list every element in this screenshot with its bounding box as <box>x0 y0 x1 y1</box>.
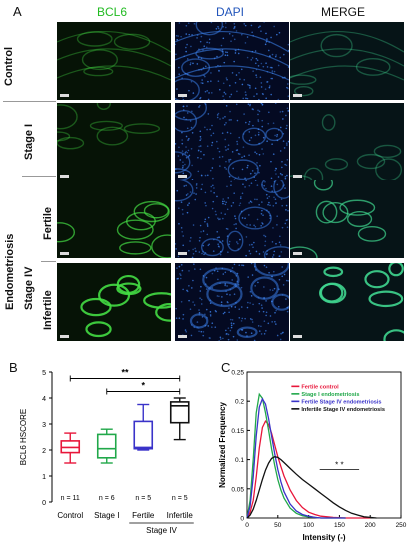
divider-fertile <box>41 261 56 262</box>
x-tick-label: 250 <box>396 522 407 529</box>
significance-label: * <box>141 381 145 391</box>
category-label: Infertile <box>167 511 194 520</box>
legend-entry: Infertile Stage IV endometriosis <box>301 407 385 413</box>
panel-a-letter: A <box>13 4 22 19</box>
scale-bar <box>293 94 302 97</box>
x-tick-label: 100 <box>303 522 314 529</box>
micrograph-infertile-bcl6 <box>57 263 171 341</box>
scale-bar <box>60 94 69 97</box>
x-tick-label: 150 <box>334 522 345 529</box>
micrograph-stage-i-bcl6 <box>57 103 171 181</box>
y-axis-label: Normalized Frequency <box>218 402 227 488</box>
row-label-fertile: Fertile <box>42 206 54 240</box>
category-label: Fertile <box>132 511 155 520</box>
scale-bar <box>178 94 187 97</box>
micrograph-fertile-bcl6 <box>57 180 171 258</box>
legend-entry: Fertile control <box>301 384 339 390</box>
y-tick-label: 0 <box>42 500 46 507</box>
box-iqr <box>169 401 190 424</box>
scale-bar <box>60 335 69 338</box>
scale-bar <box>293 252 302 255</box>
scale-bar <box>178 335 187 338</box>
n-label: n = 5 <box>172 495 188 502</box>
micrograph-fertile-dapi <box>175 180 289 258</box>
series-line-fertile-stage-iv-endometriosis <box>246 397 346 519</box>
n-label: n = 11 <box>61 495 80 502</box>
category-label: Control <box>57 511 83 520</box>
micrograph-infertile-dapi <box>175 263 289 341</box>
divider-control <box>3 101 56 102</box>
series-line-fertile-control <box>246 419 371 519</box>
scale-bar <box>178 175 187 178</box>
column-header-merge: MERGE <box>320 5 365 19</box>
divider-stage <box>22 176 56 177</box>
y-tick-label: 0.1 <box>235 457 244 464</box>
y-tick-label: 3 <box>42 422 46 429</box>
panel-b-letter: B <box>9 360 18 375</box>
x-tick-label: 50 <box>274 522 282 529</box>
group-label: Stage IV <box>146 526 177 535</box>
column-header-bcl6: BCL6 <box>96 5 128 19</box>
scale-bar <box>293 175 302 178</box>
micrograph-fertile-merge <box>290 180 404 258</box>
scale-bar <box>178 252 187 255</box>
row-label-infertile: Infertile <box>42 290 54 330</box>
legend-entry: Stage I endometriosis <box>301 392 359 398</box>
y-tick-label: 0 <box>240 516 244 523</box>
n-label: n = 5 <box>135 495 151 502</box>
category-label: Stage I <box>94 511 119 520</box>
y-tick-label: 2 <box>42 448 46 455</box>
frequency-line-chart: 0 50 100 150 200 250 0 0.05 0.1 0.15 0.2 0.25 Intens… <box>218 370 407 543</box>
y-tick-label: 0.15 <box>231 428 244 435</box>
micrograph-control-bcl6 <box>57 22 171 100</box>
y-tick-label: 0.2 <box>235 399 244 406</box>
x-tick-label: 200 <box>365 522 376 529</box>
row-label-control: Control <box>3 46 15 86</box>
scale-bar <box>293 335 302 338</box>
x-axis-label: Intensity (-) <box>302 533 345 542</box>
scale-bar <box>60 252 69 255</box>
row-label-stage-iv: Stage IV <box>23 266 35 310</box>
n-label: n = 6 <box>99 495 115 502</box>
row-label-endometriosis: Endometriosis <box>4 233 16 310</box>
y-axis-label: BCL6 HSCORE <box>19 409 28 465</box>
micrograph-stage-i-merge <box>290 103 404 181</box>
y-tick-label: 1 <box>42 474 46 481</box>
y-tick-label: 4 <box>42 396 46 403</box>
box-iqr <box>96 433 117 459</box>
micrograph-control-dapi <box>175 22 289 100</box>
box-iqr <box>133 420 154 450</box>
x-tick-label: 0 <box>245 522 249 529</box>
series-line-infertile-stage-iv-endometriosis <box>246 456 377 519</box>
panel-c-letter: C <box>221 360 231 375</box>
column-header-dapi: DAPI <box>215 5 244 19</box>
y-tick-label: 0.05 <box>231 486 244 493</box>
y-tick-label: 5 <box>42 370 46 377</box>
significance-label: ** <box>121 368 129 378</box>
micrograph-infertile-merge <box>290 263 404 341</box>
scale-bar <box>60 175 69 178</box>
row-label-stage-i: Stage I <box>23 123 35 160</box>
box-plot: 0 1 2 3 4 5 BCL6 HSCORE n = 11 Control n = 6 Stage… <box>19 368 194 535</box>
y-tick-label: 0.25 <box>231 370 244 377</box>
micrograph-stage-i-dapi <box>175 103 289 181</box>
annotation-label: * * <box>335 461 343 470</box>
legend-entry: Fertile Stage IV endometriosis <box>301 399 381 405</box>
micrograph-control-merge <box>290 22 404 100</box>
